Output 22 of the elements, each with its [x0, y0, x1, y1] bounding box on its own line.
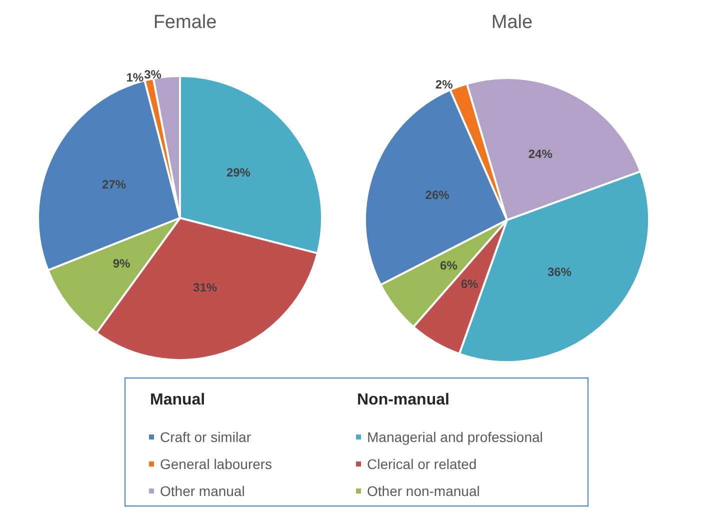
data-label: 6%	[440, 258, 458, 273]
data-label: 36%	[547, 265, 572, 280]
data-label: 26%	[425, 188, 450, 202]
legend-label: Craft or similar	[160, 429, 252, 445]
legend-label: Managerial and professional	[367, 429, 543, 445]
slice-label: Female	[153, 12, 217, 33]
data-label: 2%	[435, 78, 454, 92]
text: Non-manual	[357, 392, 450, 408]
data-label: 31%	[193, 280, 218, 295]
data-label: 9%	[112, 256, 131, 270]
legend-label: Clerical or related	[367, 456, 477, 472]
data-label: 1%	[126, 70, 144, 84]
legend-label: Other non-manual	[367, 483, 480, 499]
legend-label: Other manual	[160, 483, 245, 499]
data-label: 29%	[226, 166, 251, 180]
data-label: 3%	[144, 68, 162, 82]
legend-label: General labourers	[160, 456, 272, 472]
data-label: 24%	[528, 146, 553, 161]
data-label: 27%	[102, 177, 126, 192]
slice-label: Male	[491, 12, 533, 33]
data-label: 6%	[460, 276, 479, 291]
text: Manual	[150, 392, 206, 408]
